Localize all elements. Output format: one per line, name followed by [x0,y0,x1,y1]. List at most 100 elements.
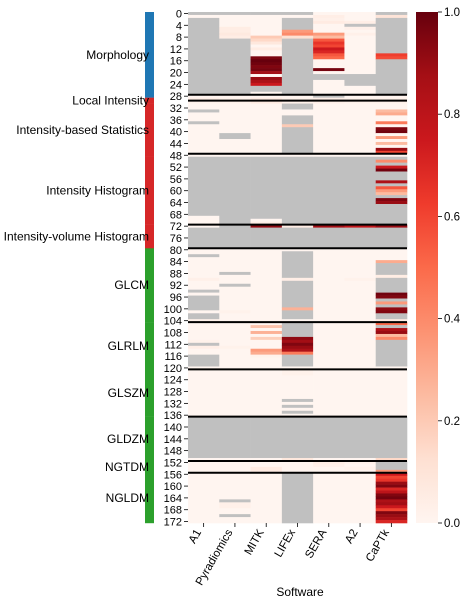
heatmap-cell-Pyradiomics-rows-31-40 [219,103,251,134]
y-tick-label: 120 [164,363,182,375]
heatmap-cell-LIFEx-rows-123-130 [281,375,314,400]
heatmap-cell-LIFEx-rows-121-122 [281,369,314,376]
group-label: NGTDM [105,460,149,474]
heatmap-cell-LIFEx-rows-116-119 [281,354,314,367]
heatmap-cell-SERA-rows-20-20 [313,71,345,75]
heatmap-cell-SERA-rows-11-11 [313,44,345,48]
heatmap-cell-CaPTk-rows-171-171 [375,517,408,521]
heatmap-cell-SERA-rows-137-150 [313,416,345,459]
y-axis-ticks: 0481216202428323640444852566064687276808… [164,8,188,529]
heatmap-cell-SERA-rows-16-18 [313,59,345,69]
y-tick-label: 12 [170,44,182,56]
heatmap-cell-SERA-rows-0-0 [313,12,345,16]
y-tick-label: 76 [170,233,182,245]
colorbar-tick-label: 0.0 [444,518,460,530]
heatmap-cell-CaPTk-rows-104-104 [375,319,408,323]
heatmap-cell-A2-rows-154-154 [344,466,377,471]
heatmap-cell-MITK-rows-20-20 [250,71,283,75]
heatmap-cell-CaPTk-rows-97-97 [375,298,408,302]
y-tick-label: 0 [176,8,182,20]
heatmap-cell-CaPTk-rows-54-56 [375,171,408,181]
heatmap-cell-A1-rows-2-27 [188,17,220,96]
heatmap-cell-A1-rows-116-119 [188,354,220,367]
y-tick-label: 64 [170,198,182,210]
heatmap-cell-CaPTk-rows-96-96 [375,295,408,299]
heatmap-cell-LIFEx-rows-114-114 [281,348,314,352]
heatmap-cell-CaPTk-rows-50-50 [375,159,408,163]
heatmap-cell-CaPTk-rows-155-155 [375,469,408,474]
heatmap-cell-MITK-rows-16-16 [250,59,283,63]
heatmap-cell-MITK-rows-19-19 [250,68,283,72]
heatmap-cell-CaPTk-rows-161-161 [375,487,408,491]
group-bar-gldzm [145,416,154,462]
heatmap-cell-A1-rows-94-94 [188,289,220,293]
heatmap-cell-CaPTk-rows-47-47 [375,150,408,155]
heatmap-cell-SERA-rows-73-79 [313,227,345,249]
heatmap-cell-CaPTk-rows-84-84 [375,260,408,264]
y-tick-label: 152 [164,457,182,469]
heatmap-cell-MITK-rows-73-79 [250,227,283,249]
group-label: Intensity-based Statistics [16,123,149,137]
heatmap-cell-A2-rows-49-71 [344,156,377,225]
heatmap-cell-Pyradiomics-rows-5-6 [219,26,251,33]
heatmap-cell-LIFEx-rows-2-5 [281,17,314,31]
heatmap-cell-CaPTk-rows-16-27 [375,59,408,96]
heatmap-cell-A1-rows-114-115 [188,348,220,355]
colorbar-tick-label: 0.4 [444,314,461,326]
heatmap-cell-MITK-rows-109-109 [250,333,283,338]
heatmap-cell-CaPTk-rows-63-63 [375,198,408,202]
heatmap-cell-LIFEx-rows-31-32 [281,103,314,110]
heatmap-cell-CaPTk-rows-72-72 [375,224,408,228]
heatmap-cell-SERA-rows-49-71 [313,156,345,225]
heatmap-cell-MITK-rows-21-21 [250,74,283,78]
x-tick-label: CaPTk [364,527,392,564]
heatmap-cell-CaPTk-rows-165-165 [375,499,408,503]
x-tick-label: SERA [303,527,329,560]
heatmap-cell-LIFEx-rows-136-136 [281,413,314,417]
heatmap-cell-MITK-rows-114-114 [250,348,283,352]
heatmap-cell-A1-rows-104-104 [188,319,220,323]
heatmap-cell-Pyradiomics-rows-137-150 [219,416,251,459]
heatmap-cell-MITK-rows-115-115 [250,351,283,355]
group-label: GLCM [114,278,149,292]
heatmap-cell-LIFEx-rows-73-79 [281,227,314,249]
heatmap-cell-CaPTk-rows-166-166 [375,502,408,506]
heatmap-cell-LIFEx-rows-101-103 [281,310,314,320]
heatmap-cell-MITK-rows-72-72 [250,224,283,228]
heatmap-cell-Pyradiomics-rows-43-48 [219,139,251,158]
heatmap-cell-SERA-rows-2-2 [313,17,345,22]
heatmap-cell-A2-rows-72-72 [344,224,377,228]
heatmap-cell-CaPTk-rows-65-71 [375,203,408,225]
heatmap-cell-CaPTk-rows-44-44 [375,141,408,146]
heatmap-cell-MITK-rows-1-7 [250,14,283,36]
heatmap-cell-LIFEx-rows-104-104 [281,319,314,323]
heatmap-cell-LIFEx-rows-105-109 [281,322,314,338]
heatmap-cell-SERA-rows-4-6 [313,23,345,33]
heatmap-cell-CaPTk-rows-137-150 [375,416,408,459]
heatmap-cell-A1-rows-120-136 [188,366,220,417]
heatmap-cell-CaPTk-rows-52-52 [375,165,408,169]
heatmap-cell-MITK-rows-18-18 [250,65,283,69]
y-tick-label: 84 [170,257,182,269]
group-label: Intensity-volume Histogram [4,229,149,243]
heatmap-cell-CaPTk-rows-167-167 [375,505,408,509]
heatmap-cell-A2-rows-90-90 [344,277,377,282]
heatmap-cell-A2-rows-151-151 [344,458,377,462]
heatmap-cell-A1-rows-28-28 [188,94,220,98]
group-label: NGLDM [106,491,149,505]
heatmap-cell-SERA-rows-72-72 [313,224,345,228]
heatmap-cell-CaPTk-rows-61-61 [375,192,408,196]
heatmap-cell-MITK-rows-17-17 [250,62,283,66]
y-tick-label: 124 [164,375,182,387]
heatmap-cell-A1-rows-90-90 [188,277,220,282]
heatmap-cell-SERA-rows-153-153 [313,463,345,468]
heatmap-cell-CaPTk-rows-37-37 [375,121,408,125]
heatmap-cell-LIFEx-rows-91-99 [281,280,314,308]
heatmap-cell-SERA-rows-7-7 [313,32,345,36]
heatmap-cell-A1-rows-96-100 [188,295,220,311]
heatmap-cell-A2-rows-6-6 [344,29,377,33]
heatmap-cell-LIFEx-rows-1-1 [281,14,314,19]
heatmap-cell-LIFEx-rows-9-27 [281,38,314,95]
heatmap-cell-A1-rows-111-111 [188,339,220,344]
